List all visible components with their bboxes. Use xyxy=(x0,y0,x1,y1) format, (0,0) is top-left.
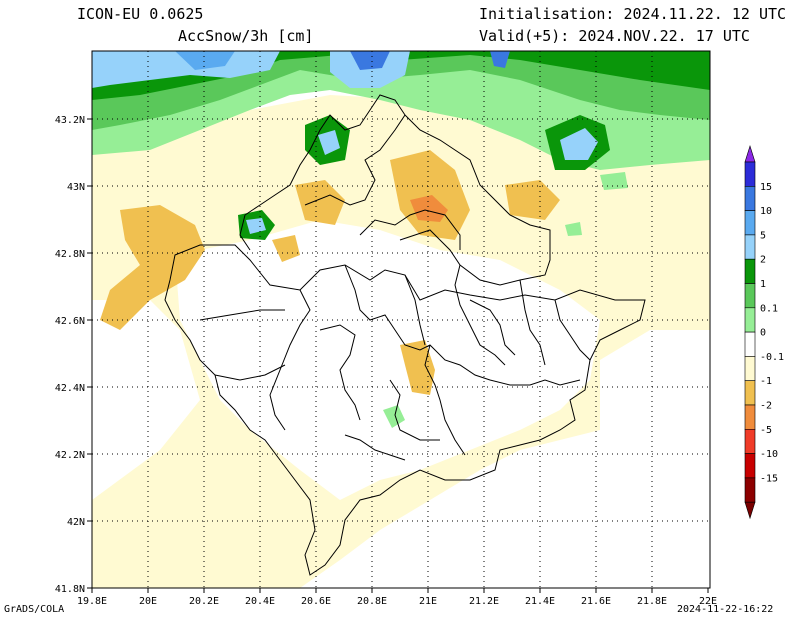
lon-tick-label: 20.2E xyxy=(189,596,219,607)
colorbar-level-label: -15 xyxy=(760,473,778,484)
field-neg1-south xyxy=(400,340,435,395)
lat-tick-label: 42.4N xyxy=(55,383,85,394)
lon-tick-label: 21.6E xyxy=(581,596,611,607)
lat-tick-label: 42.6N xyxy=(55,316,85,327)
lon-tick-label: 20.6E xyxy=(301,596,331,607)
field-neg1-small xyxy=(272,235,300,262)
colorbar-segment xyxy=(744,428,756,454)
colorbar-level-label: 1 xyxy=(760,279,766,290)
field-pos-small-1b xyxy=(318,130,340,155)
colorbar-segment xyxy=(744,453,756,479)
colorbar-level-label: 5 xyxy=(760,230,766,241)
field-neg1-mid xyxy=(295,180,345,225)
lon-tick-label: 19.8E xyxy=(77,596,107,607)
colorbar-segment xyxy=(744,161,756,187)
colorbar-segment xyxy=(744,234,756,260)
colorbar-level-label: -10 xyxy=(760,449,778,460)
colorbar-segment xyxy=(744,283,756,309)
lon-tick-label: 21.4E xyxy=(525,596,555,607)
lon-tick-label: 20E xyxy=(139,596,157,607)
field-pos-blue-light-2 xyxy=(330,51,410,88)
colorbar-segment xyxy=(744,331,756,357)
init-time: Initialisation: 2024.11.22. 12 UTC xyxy=(479,5,787,23)
lon-tick-label: 21.8E xyxy=(637,596,667,607)
colorbar-top-arrow xyxy=(744,144,756,163)
lon-tick-label: 21E xyxy=(419,596,437,607)
field-pos-small-2b xyxy=(246,218,266,234)
valid-time: Valid(+5): 2024.NOV.22. 17 UTC xyxy=(479,27,750,45)
colorbar-segment xyxy=(744,404,756,430)
colorbar-level-label: -0.1 xyxy=(760,352,784,363)
precip-field xyxy=(92,51,710,588)
colorbar-segment xyxy=(744,186,756,211)
lon-tick-label: 22E xyxy=(699,596,717,607)
colorbar-segment xyxy=(744,307,756,333)
lat-tick-label: 43N xyxy=(67,182,85,193)
colorbar-segment xyxy=(744,258,756,284)
lat-tick-label: 42N xyxy=(67,517,85,528)
tick-marks xyxy=(87,118,709,593)
colorbar-level-label: -5 xyxy=(760,425,772,436)
lon-tick-label: 20.4E xyxy=(245,596,275,607)
lat-tick-label: 42.8N xyxy=(55,249,85,260)
field-pos-ne-patch-blue xyxy=(560,128,598,160)
field-pos-blue-light xyxy=(92,51,280,88)
variable-title: AccSnow/3h [cm] xyxy=(178,27,314,45)
field-pos-blue-mid xyxy=(175,51,235,70)
colorbar-level-label: -2 xyxy=(760,401,772,412)
colorbar-level-label: 0 xyxy=(760,328,766,339)
footer-software: GrADS/COLA xyxy=(4,604,65,615)
admin-borders xyxy=(164,94,646,576)
field-pos-small-5 xyxy=(600,172,628,190)
model-title: ICON-EU 0.0625 xyxy=(77,5,204,23)
lat-lon-grid xyxy=(92,51,710,588)
lon-tick-label: 21.2E xyxy=(469,596,499,607)
field-pos-small-4 xyxy=(565,222,582,236)
footer-timestamp: 2024-11-22-16:22 xyxy=(677,604,774,615)
field-neg1-north xyxy=(390,150,470,240)
lat-tick-label: 41.8N xyxy=(55,584,85,595)
colorbar-segment xyxy=(744,210,756,236)
lat-tick-labels: 41.8N 42N 42.2N 42.4N 42.6N 42.8N 43N 43… xyxy=(55,115,85,595)
field-pos-small-3 xyxy=(383,405,405,428)
colorbar-level-label: 15 xyxy=(760,182,772,193)
lon-tick-label: 20.8E xyxy=(357,596,387,607)
colorbar-level-label: 10 xyxy=(760,206,772,217)
colorbar-segment xyxy=(744,380,756,406)
colorbar-segment xyxy=(744,477,756,503)
field-neg1-west xyxy=(100,205,205,330)
lon-tick-labels: 19.8E 20E 20.2E 20.4E 20.6E 20.8E 21E 21… xyxy=(77,596,717,607)
lat-tick-label: 42.2N xyxy=(55,450,85,461)
colorbar-level-label: -1 xyxy=(760,376,772,387)
colorbar-bottom-arrow xyxy=(744,501,756,520)
colorbar-segment xyxy=(744,356,756,381)
field-zero xyxy=(175,220,600,500)
field-pos-blue-core xyxy=(350,51,390,70)
colorbar-level-label: 0.1 xyxy=(760,303,778,314)
colorbar: 15 10 5 2 1 0.1 0 -0.1 -1 -2 -5 -10 -15 xyxy=(744,144,784,520)
colorbar-level-label: 2 xyxy=(760,255,766,266)
field-neg2-core xyxy=(410,195,448,222)
field-neg1-ne xyxy=(505,180,560,220)
field-pos-blue-core-ne xyxy=(490,51,510,68)
lat-tick-label: 43.2N xyxy=(55,115,85,126)
